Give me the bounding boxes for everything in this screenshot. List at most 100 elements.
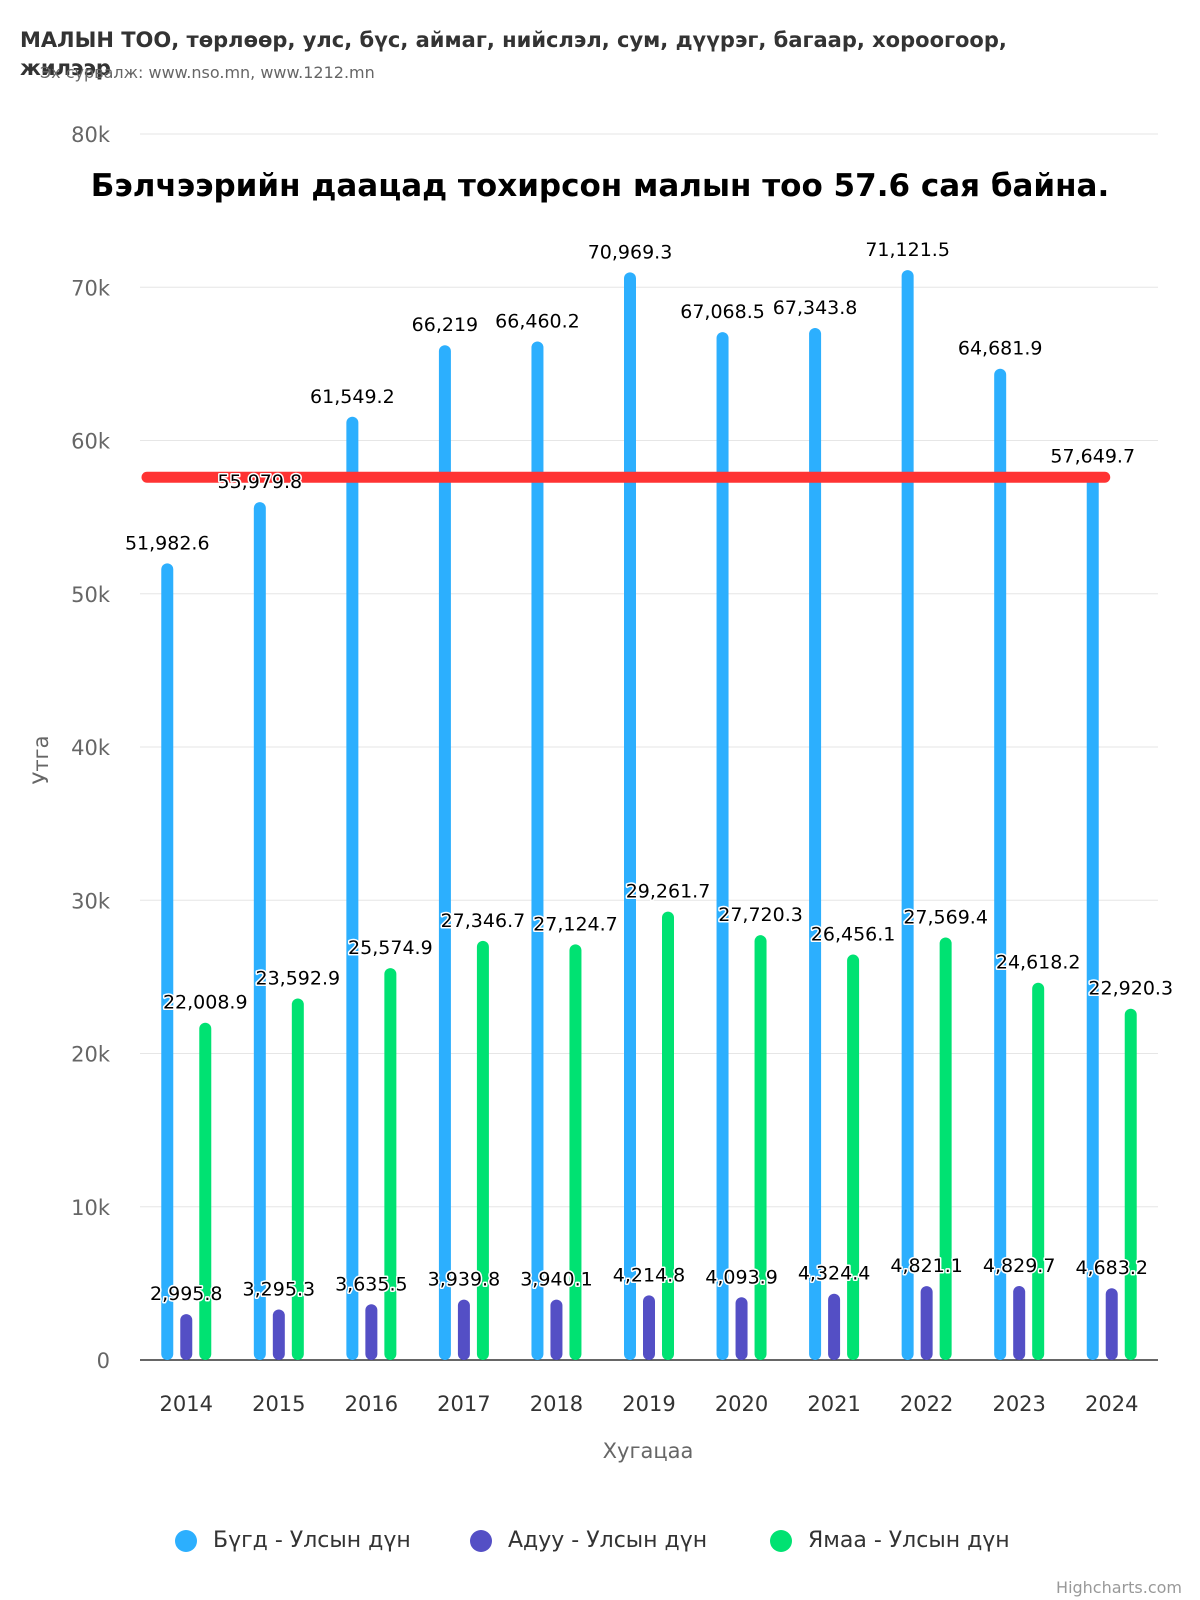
- y-tick-label: 50k: [71, 583, 111, 607]
- y-axis-ticks: 0 10k 20k 30k 40k 50k 60k 70k 80k: [71, 123, 111, 1373]
- bar[interactable]: [291, 998, 304, 1360]
- bar[interactable]: [643, 1295, 655, 1360]
- bar[interactable]: [754, 935, 767, 1360]
- data-label: 66,219: [412, 314, 478, 336]
- legend-label: Адуу - Улсын дүн: [508, 1528, 708, 1553]
- bar[interactable]: [253, 502, 266, 1360]
- bar[interactable]: [901, 270, 914, 1361]
- data-label: 26,456.1: [811, 924, 896, 946]
- chart-title: МАЛЫН ТОО, төрлөөр, улс, бүс, аймаг, ний…: [20, 28, 1007, 80]
- grid-lines: [140, 133, 1158, 1361]
- data-label: 4,214.8: [613, 1264, 686, 1286]
- legend-item-goat[interactable]: Ямаа - Улсын дүн: [770, 1528, 1010, 1553]
- x-tick-label: 2014: [160, 1392, 213, 1416]
- data-labels: 51,982.6 55,979.8 61,549.2 66,219 66,460.2 70…: [123, 238, 1174, 1307]
- chart-annotation: Бэлчээрийн даацад тохирсон малын тоо 57.…: [91, 168, 1109, 204]
- data-label: 4,683.2: [1075, 1257, 1148, 1279]
- bar[interactable]: [1105, 1288, 1118, 1360]
- data-label: 55,979.8: [218, 471, 303, 493]
- bar[interactable]: [365, 1304, 378, 1360]
- y-tick-label: 10k: [71, 1196, 111, 1220]
- bar[interactable]: [457, 1299, 470, 1360]
- legend-marker: [470, 1529, 492, 1552]
- bar[interactable]: [531, 341, 544, 1360]
- credits-link[interactable]: Highcharts.com: [1056, 1578, 1182, 1597]
- x-tick-label: 2024: [1085, 1392, 1138, 1416]
- bar[interactable]: [828, 1293, 841, 1360]
- data-label: 64,681.9: [958, 338, 1043, 360]
- data-label: 27,124.7: [533, 913, 618, 935]
- bar[interactable]: [161, 563, 174, 1360]
- x-axis-title: Хугацаа: [603, 1439, 694, 1463]
- bar[interactable]: [994, 368, 1007, 1360]
- bar[interactable]: [550, 1299, 563, 1360]
- x-axis-ticks: 2014 2015 2016 2017 2018 2019 2020 2021 2022 2023…: [160, 1392, 1139, 1416]
- y-axis-title: Утга: [29, 736, 53, 785]
- bar[interactable]: [438, 345, 451, 1360]
- y-tick-label: 0: [97, 1349, 110, 1373]
- x-tick-label: 2015: [252, 1392, 305, 1416]
- bar[interactable]: [1032, 982, 1045, 1360]
- bar[interactable]: [735, 1297, 748, 1360]
- y-tick-label: 40k: [71, 736, 111, 760]
- x-tick-label: 2021: [807, 1392, 860, 1416]
- bar[interactable]: [809, 327, 822, 1360]
- data-label: 66,460.2: [495, 310, 580, 332]
- data-label: 4,093.9: [705, 1266, 778, 1288]
- bar[interactable]: [662, 911, 674, 1360]
- bar[interactable]: [476, 940, 489, 1360]
- bar[interactable]: [1086, 476, 1099, 1361]
- bar[interactable]: [384, 968, 397, 1360]
- x-tick-label: 2018: [530, 1392, 583, 1416]
- data-label: 27,569.4: [903, 906, 988, 928]
- data-label: 4,821.1: [890, 1255, 963, 1277]
- legend-marker: [175, 1529, 197, 1552]
- bar[interactable]: [569, 944, 582, 1360]
- data-label: 67,068.5: [680, 301, 765, 323]
- data-label: 27,346.7: [441, 910, 526, 932]
- bar[interactable]: [847, 954, 860, 1360]
- data-label: 4,324.4: [798, 1263, 871, 1285]
- data-label: 57,649.7: [1050, 446, 1135, 468]
- chart-subtitle: Эх сурвалж: www.nso.mn, www.1212.mn: [40, 63, 375, 82]
- x-tick-label: 2022: [900, 1392, 953, 1416]
- data-label: 29,261.7: [626, 881, 711, 903]
- legend-label: Ямаа - Улсын дүн: [808, 1528, 1010, 1553]
- y-tick-label: 30k: [71, 889, 111, 913]
- data-label: 3,939.8: [428, 1269, 501, 1291]
- bar[interactable]: [180, 1314, 193, 1360]
- data-label: 4,829.7: [983, 1255, 1056, 1277]
- x-tick-label: 2020: [715, 1392, 768, 1416]
- data-label: 2,995.8: [150, 1283, 223, 1305]
- bar[interactable]: [624, 272, 636, 1360]
- legend-label: Бүгд - Улсын дүн: [213, 1528, 411, 1553]
- y-tick-label: 60k: [71, 430, 111, 454]
- y-tick-label: 20k: [71, 1043, 111, 1067]
- y-tick-label: 80k: [71, 123, 111, 147]
- bar[interactable]: [1124, 1008, 1137, 1360]
- bar[interactable]: [199, 1022, 212, 1360]
- data-label: 67,343.8: [773, 297, 858, 319]
- bar[interactable]: [920, 1286, 933, 1360]
- legend-item-total[interactable]: Бүгд - Улсын дүн: [175, 1528, 411, 1553]
- data-label: 27,720.3: [718, 904, 803, 926]
- bar[interactable]: [716, 332, 729, 1360]
- bar[interactable]: [1013, 1285, 1026, 1360]
- data-label: 23,592.9: [256, 967, 341, 989]
- bar[interactable]: [939, 937, 952, 1360]
- bar-series: [161, 270, 1137, 1361]
- bar[interactable]: [346, 416, 359, 1360]
- data-label: 61,549.2: [310, 386, 395, 408]
- bar[interactable]: [272, 1309, 285, 1360]
- x-tick-label: 2016: [345, 1392, 398, 1416]
- legend: Бүгд - Улсын дүн Адуу - Улсын дүн Ямаа -…: [0, 1528, 1200, 1558]
- data-label: 25,574.9: [348, 937, 433, 959]
- legend-item-horse[interactable]: Адуу - Улсын дүн: [470, 1528, 707, 1553]
- x-tick-label: 2019: [622, 1392, 675, 1416]
- y-tick-label: 70k: [71, 276, 111, 300]
- data-label: 51,982.6: [125, 532, 210, 554]
- data-label: 22,920.3: [1088, 978, 1173, 1000]
- x-tick-label: 2023: [992, 1392, 1045, 1416]
- data-label: 22,008.9: [163, 992, 248, 1014]
